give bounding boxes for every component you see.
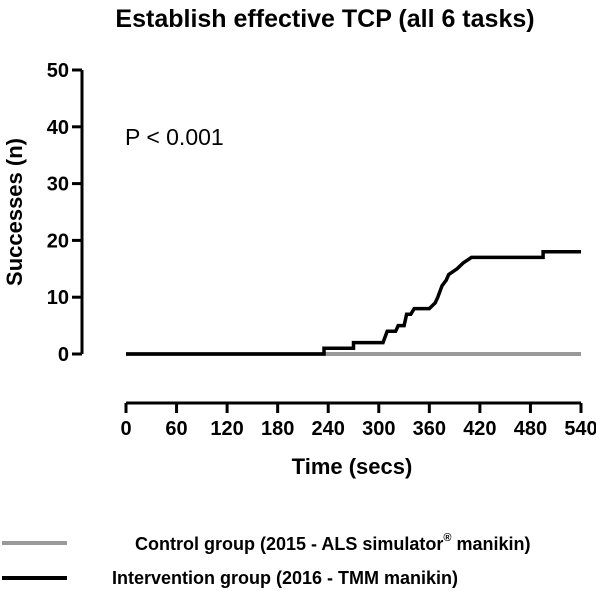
p-value-annotation: P < 0.001	[125, 124, 224, 150]
y-tick-label: 10	[47, 287, 69, 309]
legend-label-control-main: Control group (2015 - ALS simulator	[135, 534, 443, 554]
y-axis: 0 10 20 30 40 50	[47, 60, 84, 366]
x-tick-label: 480	[514, 418, 547, 440]
legend: Control group (2015 - ALS simulator® man…	[2, 532, 530, 588]
x-tick-label: 60	[165, 418, 187, 440]
x-tick-label: 300	[362, 418, 395, 440]
x-tick-label: 540	[564, 418, 596, 440]
y-tick-label: 50	[47, 60, 69, 82]
legend-label-control-tail: manikin)	[451, 534, 530, 554]
y-axis-label: Successes (n)	[2, 138, 27, 286]
chart-title: Establish effective TCP (all 6 tasks)	[115, 5, 534, 33]
legend-label-intervention: Intervention group (2016 - TMM manikin)	[112, 568, 458, 588]
legend-label-control: Control group (2015 - ALS simulator® man…	[135, 532, 530, 554]
series-lines	[126, 250, 581, 356]
legend-label-control-sup: ®	[443, 532, 451, 544]
x-tick-label: 360	[413, 418, 446, 440]
x-tick-label: 0	[120, 418, 131, 440]
x-tick-label: 240	[312, 418, 345, 440]
x-tick-label: 180	[261, 418, 294, 440]
x-tick-label: 120	[210, 418, 243, 440]
intervention-series-line	[126, 250, 581, 356]
y-tick-label: 30	[47, 174, 69, 196]
x-axis: 0 60 120 180 240 300 360 420 480 540	[120, 401, 596, 440]
y-tick-label: 0	[58, 344, 69, 366]
y-tick-label: 20	[47, 230, 69, 252]
y-tick-label: 40	[47, 117, 69, 139]
x-axis-label: Time (secs)	[292, 454, 413, 479]
x-tick-label: 420	[463, 418, 496, 440]
